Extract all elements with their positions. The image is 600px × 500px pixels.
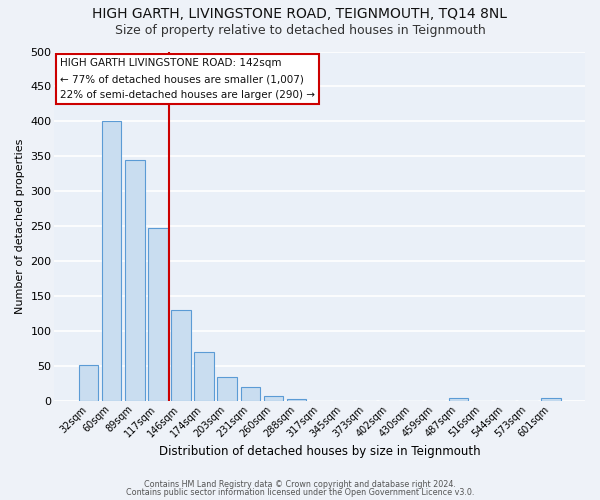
Bar (263, 396, 283, 402)
Text: HIGH GARTH LIVINGSTONE ROAD: 142sqm
← 77% of detached houses are smaller (1,007): HIGH GARTH LIVINGSTONE ROAD: 142sqm ← 77… (60, 58, 315, 100)
Bar (79, 365, 98, 402)
Bar (171, 310, 191, 402)
Bar (449, 398, 469, 402)
Bar (102, 121, 121, 402)
Text: HIGH GARTH, LIVINGSTONE ROAD, TEIGNMOUTH, TQ14 8NL: HIGH GARTH, LIVINGSTONE ROAD, TEIGNMOUTH… (92, 8, 508, 22)
Bar (125, 160, 145, 402)
Bar (287, 399, 307, 402)
Text: Contains public sector information licensed under the Open Government Licence v3: Contains public sector information licen… (126, 488, 474, 497)
Bar (217, 377, 237, 402)
X-axis label: Distribution of detached houses by size in Teignmouth: Distribution of detached houses by size … (159, 444, 481, 458)
Bar (541, 398, 561, 402)
Y-axis label: Number of detached properties: Number of detached properties (15, 138, 25, 314)
Text: Size of property relative to detached houses in Teignmouth: Size of property relative to detached ho… (115, 24, 485, 37)
Text: Contains HM Land Registry data © Crown copyright and database right 2024.: Contains HM Land Registry data © Crown c… (144, 480, 456, 489)
Bar (194, 352, 214, 402)
Bar (148, 228, 167, 402)
Bar (241, 386, 260, 402)
